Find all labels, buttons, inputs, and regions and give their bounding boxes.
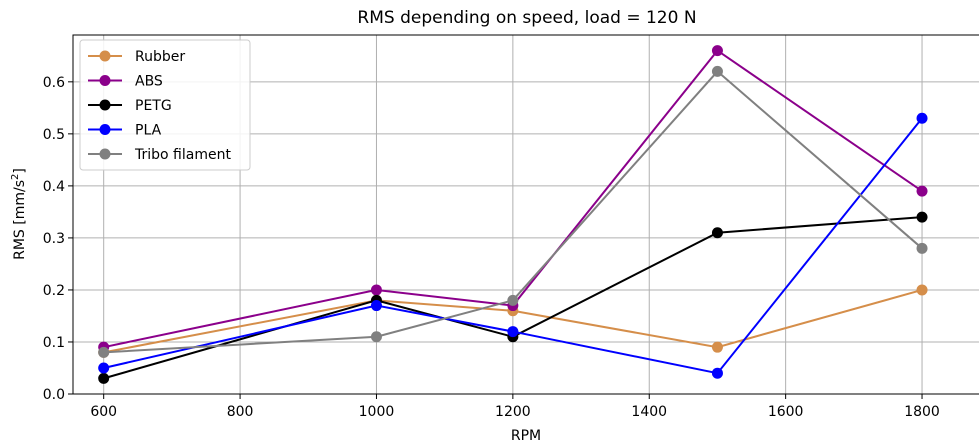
data-point-abs	[370, 284, 382, 296]
data-point-tribo-filament	[507, 294, 519, 306]
series-layer	[98, 45, 928, 384]
y-tick-label: 0.1	[43, 335, 65, 351]
legend-label: PETG	[135, 98, 172, 114]
y-tick-label: 0.5	[43, 127, 65, 143]
y-axis-title-sup: 2	[10, 174, 21, 180]
chart-title: RMS depending on speed, load = 120 N	[357, 8, 696, 28]
x-tick-label: 1800	[904, 404, 940, 420]
y-tick-label: 0.3	[43, 231, 65, 247]
data-point-pla	[98, 362, 110, 374]
legend-label: Tribo filament	[134, 147, 231, 163]
x-tick-label: 1600	[768, 404, 804, 420]
x-axis-title: RPM	[511, 428, 541, 444]
legend-label: Rubber	[135, 49, 185, 65]
data-point-pla	[711, 367, 723, 379]
data-point-rubber	[916, 284, 928, 296]
legend-marker	[99, 124, 111, 135]
data-point-rubber	[711, 341, 723, 353]
y-tick-label: 0.4	[43, 179, 65, 195]
data-point-abs	[711, 45, 723, 57]
y-axis: 0.0 0.1 0.2 0.3 0.4 0.5 0.6	[43, 75, 73, 403]
legend-marker	[99, 148, 111, 160]
legend-marker	[99, 75, 111, 86]
legend-marker	[99, 99, 111, 111]
legend-marker	[99, 50, 111, 62]
legend-label: ABS	[135, 74, 163, 90]
series-pla	[98, 112, 928, 379]
legend: Rubber ABS PETG PLA Tribo filament	[79, 39, 251, 171]
x-tick-label: 1000	[359, 404, 395, 420]
legend-label: PLA	[135, 123, 162, 139]
y-tick-label: 0.2	[43, 283, 65, 299]
legend-entry-pla: PLA	[88, 123, 162, 139]
data-point-petg	[711, 227, 723, 239]
legend-entry-petg: PETG	[88, 98, 172, 114]
y-tick-label: 0.6	[43, 75, 65, 91]
x-axis: 600 800 1000 1200 1400 1600 1800	[90, 394, 940, 420]
data-point-pla	[370, 300, 382, 312]
y-tick-label: 0.0	[43, 387, 65, 403]
legend-box	[79, 39, 251, 171]
y-axis-title-suffix: ]	[12, 168, 28, 173]
x-tick-label: 1400	[631, 404, 667, 420]
data-point-pla	[507, 326, 519, 338]
data-point-pla	[916, 112, 928, 124]
data-point-abs	[916, 185, 928, 197]
data-point-tribo-filament	[711, 65, 723, 77]
legend-entry-rubber: Rubber	[88, 49, 185, 65]
plot-frame	[72, 34, 979, 395]
x-tick-label: 800	[227, 404, 254, 420]
data-point-tribo-filament	[98, 346, 110, 358]
data-point-petg	[916, 211, 928, 223]
legend-entry-abs: ABS	[88, 74, 163, 90]
x-tick-label: 600	[90, 404, 117, 420]
data-point-tribo-filament	[916, 242, 928, 254]
y-axis-title: RMS [mm/s2]	[10, 168, 28, 260]
series-tribo-filament	[98, 65, 928, 358]
data-point-tribo-filament	[370, 331, 382, 343]
legend-entry-tribo-filament: Tribo filament	[88, 147, 231, 163]
x-tick-label: 1200	[495, 404, 531, 420]
data-point-petg	[98, 372, 110, 384]
y-axis-title-prefix: RMS [mm/s	[12, 180, 28, 260]
